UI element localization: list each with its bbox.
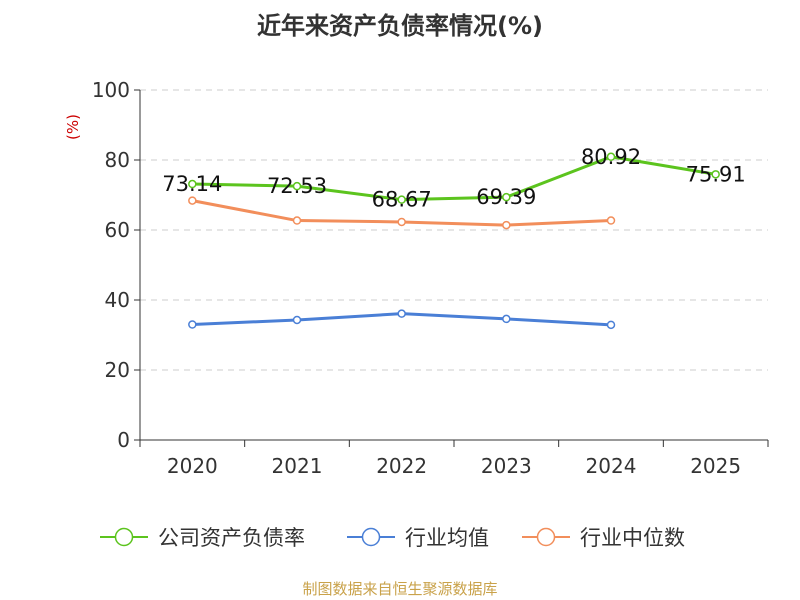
- y-axis-label: (%): [64, 114, 82, 140]
- y-tick-label: 80: [105, 148, 130, 172]
- source-note: 制图数据来自恒生聚源数据库: [302, 580, 498, 598]
- data-point: [188, 196, 197, 205]
- legend-marker: [114, 527, 134, 547]
- legend-item: 公司资产负债率: [100, 526, 305, 550]
- x-tick-label: 2025: [690, 454, 741, 478]
- data-label: 72.53: [267, 174, 327, 198]
- legend-marker: [361, 527, 381, 547]
- x-tick-label: 2020: [167, 454, 218, 478]
- legend-label: 公司资产负债率: [158, 526, 305, 550]
- x-tick-label: 2021: [272, 454, 323, 478]
- data-point: [188, 320, 197, 329]
- data-point: [606, 152, 616, 162]
- y-tick-label: 40: [105, 288, 130, 312]
- data-label: 73.14: [162, 172, 222, 196]
- data-point: [292, 315, 302, 325]
- data-label: 69.39: [476, 185, 536, 209]
- legend-label: 行业中位数: [580, 526, 685, 550]
- x-tick-label: 2024: [586, 454, 637, 478]
- chart-title: 近年来资产负债率情况(%): [257, 12, 543, 40]
- data-point: [292, 181, 302, 191]
- data-point: [502, 314, 511, 324]
- data-point: [397, 195, 406, 204]
- data-point: [711, 170, 720, 179]
- y-tick-label: 20: [105, 358, 130, 382]
- legend-marker: [536, 527, 556, 547]
- y-tick-label: 60: [105, 218, 130, 242]
- data-label: 68.67: [372, 188, 432, 212]
- y-tick-label: 100: [92, 78, 130, 102]
- y-tick-label: 0: [117, 428, 130, 452]
- data-point: [502, 192, 511, 202]
- data-point: [292, 216, 302, 225]
- data-point: [606, 216, 616, 225]
- data-point: [397, 217, 406, 227]
- data-point: [606, 320, 616, 330]
- x-tick-label: 2022: [376, 454, 427, 478]
- data-point: [397, 309, 406, 318]
- x-tick-label: 2023: [481, 454, 532, 478]
- data-point: [188, 179, 197, 189]
- data-point: [502, 220, 511, 230]
- legend-label: 行业均值: [405, 526, 489, 550]
- legend-item: 行业均值: [347, 526, 489, 550]
- legend-item: 行业中位数: [522, 526, 685, 550]
- data-label: 80.92: [581, 145, 641, 169]
- data-label: 75.91: [686, 162, 746, 186]
- series-line-0: [192, 155, 716, 202]
